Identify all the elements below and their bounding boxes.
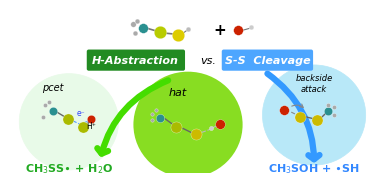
Text: H-Abstraction: H-Abstraction <box>92 56 179 66</box>
FancyArrowPatch shape <box>292 104 303 108</box>
Text: CH$_3$SOH + $\bullet$SH: CH$_3$SOH + $\bullet$SH <box>268 162 360 176</box>
Text: hat: hat <box>169 88 187 98</box>
Text: S-S  Cleavage: S-S Cleavage <box>225 56 310 66</box>
Text: +: + <box>214 23 226 38</box>
FancyBboxPatch shape <box>222 49 313 71</box>
Text: CH$_3$SS$\bullet$ + H$_2$O: CH$_3$SS$\bullet$ + H$_2$O <box>25 162 113 176</box>
Text: vs.: vs. <box>200 56 216 66</box>
FancyBboxPatch shape <box>87 49 185 71</box>
Text: backside
attack: backside attack <box>296 74 333 94</box>
Text: pcet: pcet <box>42 83 64 93</box>
Circle shape <box>19 74 119 170</box>
Circle shape <box>133 72 243 178</box>
Text: H⁺: H⁺ <box>86 122 96 131</box>
Text: e⁻: e⁻ <box>76 109 85 118</box>
Circle shape <box>262 65 366 165</box>
